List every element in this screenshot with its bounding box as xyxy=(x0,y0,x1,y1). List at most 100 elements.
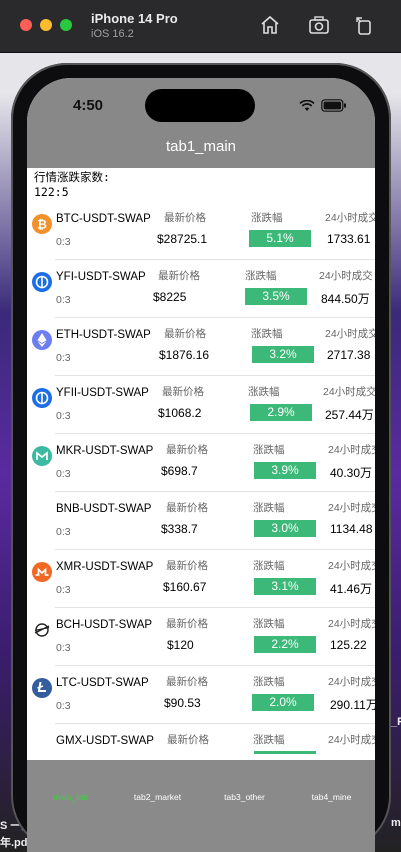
pair-name: BTC-USDT-SWAP xyxy=(56,213,151,225)
volume-label: 24小时成交 xyxy=(328,676,375,688)
market-row[interactable]: ₿ BTC-USDT-SWAP 0:3 最新价格 $28725.1 涨跌幅 5.… xyxy=(27,202,375,260)
screenshot-icon[interactable] xyxy=(307,13,331,37)
monero-icon xyxy=(32,562,52,582)
change-label: 涨跌幅 xyxy=(253,444,285,456)
desktop-file-label: _F xyxy=(391,716,401,728)
zoom-window-button[interactable] xyxy=(60,19,72,31)
tab-main[interactable]: main_tab xyxy=(53,792,88,802)
volume-label: 24小时成交 xyxy=(323,386,375,398)
pair-name: XMR-USDT-SWAP xyxy=(56,561,154,573)
status-time: 4:50 xyxy=(73,97,104,114)
pair-ratio: 0:3 xyxy=(56,700,71,712)
volume-value: 41.46万 xyxy=(330,582,373,596)
home-icon[interactable] xyxy=(258,13,282,37)
volume-value: 1134.48 xyxy=(330,522,373,536)
svg-text:₿: ₿ xyxy=(37,218,47,232)
price-label: 最新价格 xyxy=(166,560,208,572)
change-label: 涨跌幅 xyxy=(253,560,285,572)
tab-market[interactable]: tab2_market xyxy=(133,792,182,802)
pair-ratio: 0:3 xyxy=(56,468,71,480)
market-summary: 行情涨跌家数: 122:5 xyxy=(34,170,110,200)
yfi-icon xyxy=(32,272,52,292)
pair-ratio: 0:3 xyxy=(56,526,71,538)
volume-value: 290.11万 xyxy=(330,698,375,712)
device-name: iPhone 14 Pro xyxy=(91,11,178,26)
pair-name: ETH-USDT-SWAP xyxy=(56,329,151,341)
market-row[interactable]: MKR-USDT-SWAP 0:3 最新价格 $698.7 涨跌幅 3.9% 2… xyxy=(27,434,375,492)
pair-name: MKR-USDT-SWAP xyxy=(56,445,154,457)
price-label: 最新价格 xyxy=(166,618,208,630)
change-label: 涨跌幅 xyxy=(248,386,280,398)
latest-price: $160.67 xyxy=(163,580,207,594)
pair-ratio: 0:3 xyxy=(56,584,71,596)
change-label: 涨跌幅 xyxy=(251,212,283,224)
navigation-bar: tab1_main xyxy=(27,132,375,168)
change-label: 涨跌幅 xyxy=(253,502,285,514)
price-label: 最新价格 xyxy=(166,676,208,688)
pair-name: YFI-USDT-SWAP xyxy=(56,271,146,283)
price-label: 最新价格 xyxy=(158,270,200,282)
pair-ratio: 0:3 xyxy=(56,294,71,306)
volume-value: 844.50万 xyxy=(321,292,370,306)
change-label: 涨跌幅 xyxy=(253,676,285,688)
pair-name: BNB-USDT-SWAP xyxy=(56,503,152,515)
price-label: 最新价格 xyxy=(162,386,204,398)
market-row[interactable]: YFI-USDT-SWAP 0:3 最新价格 $8225 涨跌幅 3.5% 24… xyxy=(27,260,375,318)
close-window-button[interactable] xyxy=(20,19,32,31)
market-list[interactable]: ₿ BTC-USDT-SWAP 0:3 最新价格 $28725.1 涨跌幅 5.… xyxy=(27,202,375,782)
row-divider xyxy=(55,665,375,666)
stellar-icon xyxy=(32,620,52,640)
volume-label: 24小时成交 xyxy=(325,212,375,224)
rotate-icon[interactable] xyxy=(352,13,376,37)
row-divider xyxy=(55,549,375,550)
pair-name: LTC-USDT-SWAP xyxy=(56,677,149,689)
volume-label: 24小时成交 xyxy=(328,734,375,746)
ethereum-icon xyxy=(32,330,52,350)
market-row[interactable]: YFII-USDT-SWAP 0:3 最新价格 $1068.2 涨跌幅 2.9%… xyxy=(27,376,375,434)
volume-label: 24小时成交 xyxy=(328,618,375,630)
price-label: 最新价格 xyxy=(167,734,209,746)
market-row[interactable]: BNB-USDT-SWAP 0:3 最新价格 $338.7 涨跌幅 3.0% 2… xyxy=(27,492,375,550)
summary-label: 行情涨跌家数: xyxy=(34,170,110,184)
volume-label: 24小时成交 xyxy=(328,444,375,456)
change-badge: 3.5% xyxy=(245,288,307,305)
row-divider xyxy=(55,375,375,376)
os-version: iOS 16.2 xyxy=(91,28,134,40)
minimize-window-button[interactable] xyxy=(40,19,52,31)
change-badge: 3.1% xyxy=(254,578,316,595)
change-badge: 3.0% xyxy=(254,520,316,537)
change-badge: 2.2% xyxy=(254,636,316,653)
tab-mine[interactable]: tab4_mine xyxy=(311,792,352,802)
volume-label: 24小时成交 xyxy=(328,560,375,572)
phone-screen: 4:50 tab1_main 行情涨跌家数: 122:5 ₿ BTC-USDT-… xyxy=(27,78,375,852)
latest-price: $1068.2 xyxy=(158,406,202,420)
change-label: 涨跌幅 xyxy=(253,618,285,630)
market-row[interactable]: ETH-USDT-SWAP 0:3 最新价格 $1876.16 涨跌幅 3.2%… xyxy=(27,318,375,376)
latest-price: $1876.16 xyxy=(159,348,210,362)
row-divider xyxy=(55,433,375,434)
litecoin-icon xyxy=(32,678,52,698)
volume-label: 24小时成交 xyxy=(319,270,373,282)
volume-value: 125.22 xyxy=(330,638,367,652)
change-badge: 2.0% xyxy=(252,694,314,711)
row-divider xyxy=(55,607,375,608)
pair-ratio: 0:3 xyxy=(56,410,71,422)
latest-price: $28725.1 xyxy=(157,232,208,246)
market-row[interactable]: LTC-USDT-SWAP 0:3 最新价格 $90.53 涨跌幅 2.0% 2… xyxy=(27,666,375,724)
volume-value: 257.44万 xyxy=(325,408,374,422)
row-divider xyxy=(55,491,375,492)
pair-ratio: 0:3 xyxy=(56,236,71,248)
pair-ratio: 0:3 xyxy=(56,642,71,654)
market-row[interactable]: XMR-USDT-SWAP 0:3 最新价格 $160.67 涨跌幅 3.1% … xyxy=(27,550,375,608)
volume-label: 24小时成交 xyxy=(325,328,375,340)
maker-icon xyxy=(32,446,52,466)
volume-label: 24小时成交 xyxy=(328,502,375,514)
latest-price: $338.7 xyxy=(161,522,198,536)
tab-other[interactable]: tab3_other xyxy=(224,792,265,802)
price-label: 最新价格 xyxy=(164,328,206,340)
status-bar: 4:50 xyxy=(27,78,375,132)
wifi-icon xyxy=(299,100,315,111)
bitcoin-icon: ₿ xyxy=(32,214,52,234)
change-label: 涨跌幅 xyxy=(253,734,285,746)
market-row[interactable]: BCH-USDT-SWAP 0:3 最新价格 $120 涨跌幅 2.2% 24小… xyxy=(27,608,375,666)
